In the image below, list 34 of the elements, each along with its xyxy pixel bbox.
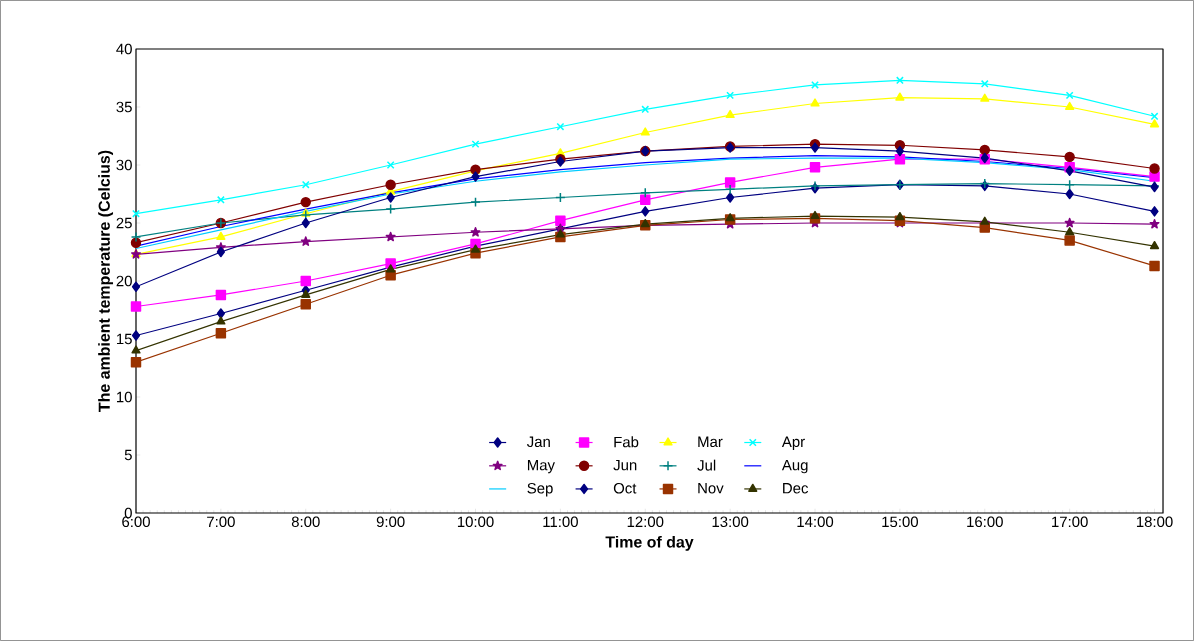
legend-label: Apr <box>781 436 805 450</box>
legend-label: Oct <box>613 482 637 494</box>
x-tick-label: 8:00 <box>291 516 320 528</box>
x-tick-label: 12:00 <box>627 516 664 528</box>
legend-label: Fab <box>614 436 639 448</box>
legend-label: Jul <box>697 459 716 471</box>
x-tick-label: 17:00 <box>1052 516 1088 528</box>
y-tick-label: 40 <box>116 43 132 55</box>
x-tick-label: 10:00 <box>457 516 494 528</box>
x-tick-label: 14:00 <box>797 516 834 528</box>
x-tick-label: 13:00 <box>712 516 749 528</box>
x-tick-label: 15:00 <box>882 516 918 528</box>
legend-label: Jan <box>526 436 550 448</box>
legend-label: Jun <box>613 459 637 471</box>
legend-label: Dec <box>783 483 809 494</box>
y-tick-label: 30 <box>116 159 132 171</box>
x-tick-label: 16:00 <box>967 516 1003 528</box>
legend-label: Nov <box>698 483 724 494</box>
legend-label: Mar <box>698 436 723 448</box>
x-tick-label: 11:00 <box>543 516 578 528</box>
y-tick-label: 5 <box>124 449 132 461</box>
legend-label: Sep <box>527 482 553 497</box>
x-tick-label: 9:00 <box>376 516 405 528</box>
legend-label: May <box>527 459 555 474</box>
y-axis-title: The ambient temperature (Celcius) <box>98 150 114 412</box>
y-tick-label: 15 <box>117 333 132 345</box>
y-tick-label: 20 <box>116 275 132 287</box>
legend-label: Aug <box>781 459 808 474</box>
x-tick-label: 7:00 <box>207 516 235 528</box>
y-tick-label: 25 <box>116 217 132 229</box>
y-tick-label: 10 <box>117 391 132 403</box>
x-axis-title: Time of day <box>605 535 694 551</box>
x-tick-label: 18:00 <box>1136 516 1173 528</box>
y-tick-label: 35 <box>116 101 132 113</box>
